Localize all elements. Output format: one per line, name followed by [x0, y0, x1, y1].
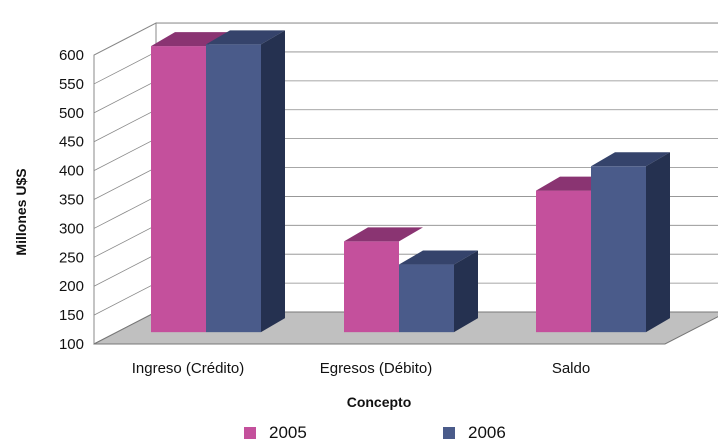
- y-tick-label: 200: [59, 278, 84, 295]
- legend-label: 2005: [269, 423, 307, 441]
- legend: 2005 2006: [244, 423, 506, 441]
- y-tick-label: 600: [59, 47, 84, 64]
- bar-front: [344, 241, 399, 333]
- bar-top: [344, 227, 423, 242]
- bar-front: [591, 166, 646, 333]
- y-tick-label: 150: [59, 307, 84, 324]
- y-tick-label: 400: [59, 163, 84, 180]
- x-tick-label: Egresos (Débito): [320, 360, 433, 377]
- y-axis-ticks: 100 150 200 250 300 350 400 450 500 550 600: [59, 47, 84, 353]
- bar-s2-2: [591, 152, 670, 333]
- bar-top: [399, 250, 478, 265]
- y-tick-label: 100: [59, 336, 84, 353]
- bar-front: [206, 44, 261, 333]
- y-tick-label: 500: [59, 105, 84, 122]
- bar-s2-1: [399, 250, 478, 333]
- gridline: [93, 22, 718, 56]
- x-tick-label: Saldo: [552, 360, 590, 377]
- bar-side: [646, 152, 670, 333]
- x-axis-title: Concepto: [347, 394, 412, 410]
- y-axis-title: Millones U$S: [13, 168, 29, 255]
- bar-side: [454, 250, 478, 333]
- bar-front: [536, 190, 591, 333]
- bar-top: [206, 30, 285, 45]
- legend-swatch: [443, 427, 455, 439]
- bar-front: [151, 46, 206, 333]
- bar-side: [261, 30, 285, 333]
- y-tick-label: 300: [59, 220, 84, 237]
- bar-s1-1: [344, 227, 423, 333]
- y-tick-label: 250: [59, 249, 84, 266]
- bar-top: [591, 152, 670, 167]
- bars: [151, 30, 670, 333]
- y-tick-label: 550: [59, 76, 84, 93]
- x-tick-label: Ingreso (Crédito): [132, 360, 245, 377]
- bar-front: [399, 264, 454, 333]
- x-axis-ticks: Ingreso (Crédito) Egresos (Débito) Saldo: [132, 360, 590, 377]
- legend-label: 2006: [468, 423, 506, 441]
- legend-swatch: [244, 427, 256, 439]
- bar-s2-0: [206, 30, 285, 333]
- y-tick-label: 350: [59, 192, 84, 209]
- y-tick-label: 450: [59, 134, 84, 151]
